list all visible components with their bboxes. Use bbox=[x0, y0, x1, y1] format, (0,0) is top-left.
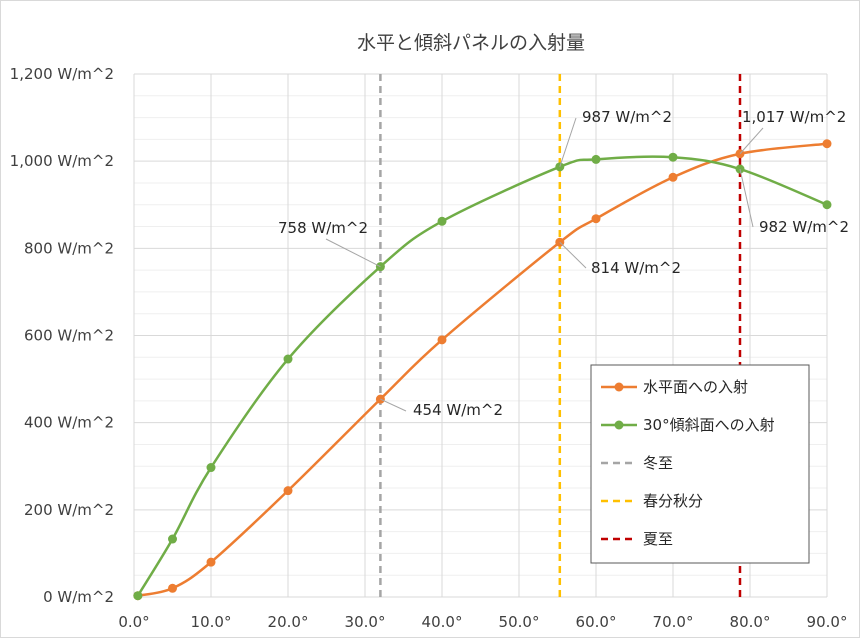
y-tick-label: 0 W/m^2 bbox=[43, 588, 114, 606]
legend-label: 夏至 bbox=[643, 530, 673, 548]
data-point bbox=[668, 152, 678, 162]
data-point bbox=[437, 335, 447, 345]
data-annotations: 454 W/m^2 758 W/m^2 814 W/m^2 987 W/m^2 1,01… bbox=[278, 108, 849, 419]
data-series bbox=[133, 139, 832, 601]
y-tick-label: 600 W/m^2 bbox=[24, 327, 114, 345]
legend-label: 冬至 bbox=[643, 454, 673, 472]
x-tick-label: 70.0° bbox=[653, 613, 694, 631]
legend-label: 30°傾斜面への入射 bbox=[643, 416, 775, 434]
x-tick-label: 90.0° bbox=[807, 613, 848, 631]
annotation-leader-line bbox=[739, 127, 764, 155]
annotation-label: 758 W/m^2 bbox=[278, 219, 368, 237]
annotation-label: 982 W/m^2 bbox=[759, 218, 849, 236]
annotation-leader-line bbox=[559, 117, 577, 167]
annotation-leader-line bbox=[559, 241, 587, 269]
x-tick-label: 10.0° bbox=[191, 613, 232, 631]
data-point bbox=[283, 354, 293, 364]
x-tick-label: 20.0° bbox=[268, 613, 309, 631]
data-point bbox=[133, 591, 143, 601]
legend-marker bbox=[614, 382, 624, 392]
data-point bbox=[437, 216, 447, 226]
data-point bbox=[283, 486, 293, 496]
data-point bbox=[591, 154, 601, 164]
x-tick-label: 0.0° bbox=[118, 613, 149, 631]
annotation-label: 454 W/m^2 bbox=[413, 401, 503, 419]
x-tick-label: 60.0° bbox=[576, 613, 617, 631]
x-tick-label: 40.0° bbox=[422, 613, 463, 631]
y-axis-tick-labels: 0 W/m^2 200 W/m^2 400 W/m^2 600 W/m^2 800 W/… bbox=[10, 65, 114, 606]
y-tick-label: 800 W/m^2 bbox=[24, 239, 114, 257]
data-point bbox=[822, 200, 832, 210]
annotation-label: 814 W/m^2 bbox=[591, 259, 681, 277]
gridlines bbox=[133, 73, 828, 598]
y-tick-label: 1,200 W/m^2 bbox=[10, 65, 114, 83]
annotation-leader-line bbox=[325, 238, 381, 268]
series-line bbox=[136, 155, 828, 597]
y-tick-label: 200 W/m^2 bbox=[24, 501, 114, 519]
legend-marker bbox=[614, 420, 624, 430]
data-point bbox=[206, 557, 216, 567]
chart-title: 水平と傾斜パネルの入射量 bbox=[357, 32, 585, 54]
data-point bbox=[168, 583, 177, 593]
y-tick-label: 1,000 W/m^2 bbox=[10, 152, 114, 170]
annotation-leader-line bbox=[739, 168, 754, 228]
data-point bbox=[206, 463, 216, 473]
annotation-label: 987 W/m^2 bbox=[582, 108, 672, 126]
data-point bbox=[168, 534, 177, 544]
data-point bbox=[822, 139, 832, 149]
x-axis-tick-labels: 0.0° 10.0° 20.0° 30.0° 40.0° 50.0° 60.0° 70.0° 8… bbox=[118, 613, 847, 631]
legend-label: 水平面への入射 bbox=[643, 378, 748, 396]
x-tick-label: 50.0° bbox=[499, 613, 540, 631]
data-point bbox=[591, 214, 601, 224]
data-point bbox=[668, 172, 678, 182]
y-tick-label: 400 W/m^2 bbox=[24, 414, 114, 432]
x-tick-label: 30.0° bbox=[345, 613, 386, 631]
annotation-leader-line bbox=[380, 398, 407, 412]
x-tick-label: 80.0° bbox=[730, 613, 771, 631]
annotation-label: 1,017 W/m^2 bbox=[742, 108, 846, 126]
legend-label: 春分秋分 bbox=[643, 492, 703, 510]
